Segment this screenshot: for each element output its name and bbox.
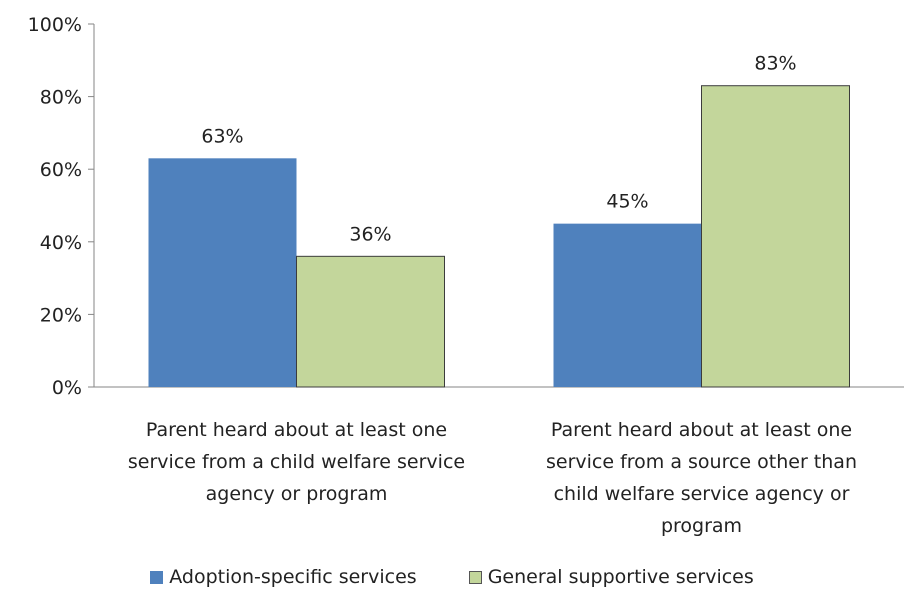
bar-chart: 0% 20% 40% 60% 80% 100% 63% 36% Parent heard abo…: [28, 14, 904, 537]
legend-item-adoption: Adoption-specific services: [150, 566, 417, 588]
data-label: 63%: [201, 125, 243, 147]
y-tick-label: 80%: [40, 87, 82, 109]
category-label-line: agency or program: [206, 483, 388, 505]
data-label: 83%: [754, 53, 796, 75]
y-tick-label: 60%: [40, 159, 82, 181]
category-label-line: child welfare service agency or: [554, 483, 850, 505]
category-label: Parent heard about at least one service f…: [546, 419, 857, 537]
legend: Adoption-specific services General suppo…: [0, 566, 904, 588]
legend-swatch-adoption: [150, 570, 164, 584]
legend-swatch-general: [468, 570, 482, 584]
bar: [553, 223, 702, 387]
bar: [701, 85, 850, 388]
category-label-line: service from a source other than: [546, 451, 857, 473]
data-label: 45%: [606, 191, 648, 213]
bar: [148, 158, 297, 387]
category-label-line: program: [661, 515, 742, 537]
category-label-line: service from a child welfare service: [128, 451, 465, 473]
y-tick-label: 0%: [52, 377, 82, 399]
y-tick-label: 40%: [40, 232, 82, 254]
legend-label-adoption: Adoption-specific services: [169, 566, 417, 588]
category-label: Parent heard about at least one service f…: [128, 419, 465, 505]
legend-label-general: General supportive services: [487, 566, 754, 588]
category-label-line: Parent heard about at least one: [551, 419, 852, 441]
category-label-line: Parent heard about at least one: [146, 419, 447, 441]
legend-item-general: General supportive services: [468, 566, 754, 588]
y-tick-label: 20%: [40, 304, 82, 326]
data-label: 36%: [349, 223, 391, 245]
bar: [296, 255, 445, 388]
y-tick-label: 100%: [28, 14, 82, 36]
